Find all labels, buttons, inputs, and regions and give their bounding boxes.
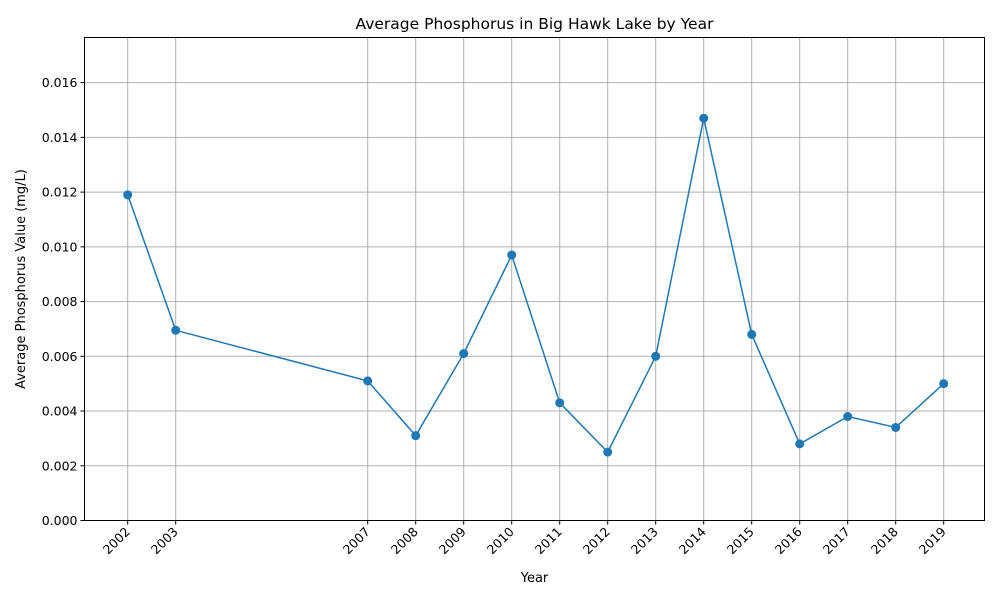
y-tick-label: 0.008	[42, 294, 78, 309]
series-layer	[123, 113, 949, 457]
plot-frame	[84, 37, 985, 521]
y-axis-label: Average Phosphorus Value (mg/L)	[14, 169, 29, 389]
data-point	[411, 431, 421, 441]
data-point	[747, 329, 757, 339]
data-point	[795, 439, 805, 449]
data-point	[699, 113, 709, 123]
y-tick-label: 0.000	[42, 513, 78, 528]
x-tick-label: 2010	[484, 524, 517, 557]
y-tick-label: 0.014	[42, 130, 78, 145]
data-point	[363, 376, 373, 386]
x-tick-label: 2017	[820, 524, 853, 557]
data-point	[651, 351, 661, 361]
x-tick-label: 2003	[148, 524, 181, 557]
x-tick-label: 2012	[580, 524, 613, 557]
data-point	[123, 190, 133, 200]
x-tick-label: 2014	[676, 524, 709, 557]
y-tick-label: 0.010	[42, 239, 78, 254]
data-point	[843, 412, 853, 422]
x-tick-label: 2009	[436, 524, 469, 557]
x-tick-label: 2011	[532, 524, 565, 557]
x-tick-label: 2016	[772, 524, 805, 557]
y-tick-label: 0.002	[42, 458, 78, 473]
data-point	[939, 379, 949, 389]
x-tick-label: 2019	[916, 524, 949, 557]
y-tick-label: 0.004	[42, 404, 78, 419]
x-tick-label: 2002	[100, 524, 133, 557]
data-point	[603, 447, 613, 457]
x-tick-label: 2018	[868, 524, 901, 557]
x-axis-label: Year	[520, 571, 549, 586]
x-tick-label: 2007	[340, 524, 373, 557]
y-tick-label: 0.016	[42, 75, 78, 90]
y-tick-label: 0.006	[42, 349, 78, 364]
data-point	[459, 349, 469, 359]
x-tick-label: 2013	[628, 524, 661, 557]
x-axis-ticks: 2002 2003 2007 2008 2009 2010 2011 2012 2013 2014…	[100, 520, 949, 557]
y-tick-label: 0.012	[42, 185, 78, 200]
x-tick-label: 2015	[724, 524, 757, 557]
y-axis-ticks: 0.000 0.002 0.004 0.006 0.008 0.010 0.012 0.014…	[42, 75, 85, 528]
data-point	[891, 422, 901, 432]
x-tick-label: 2008	[388, 524, 421, 557]
data-point	[171, 325, 181, 335]
series-line	[126, 118, 945, 454]
grid-lines	[84, 37, 985, 521]
data-point	[507, 250, 517, 260]
chart-title: Average Phosphorus in Big Hawk Lake by Y…	[356, 15, 715, 33]
data-point	[555, 398, 565, 408]
